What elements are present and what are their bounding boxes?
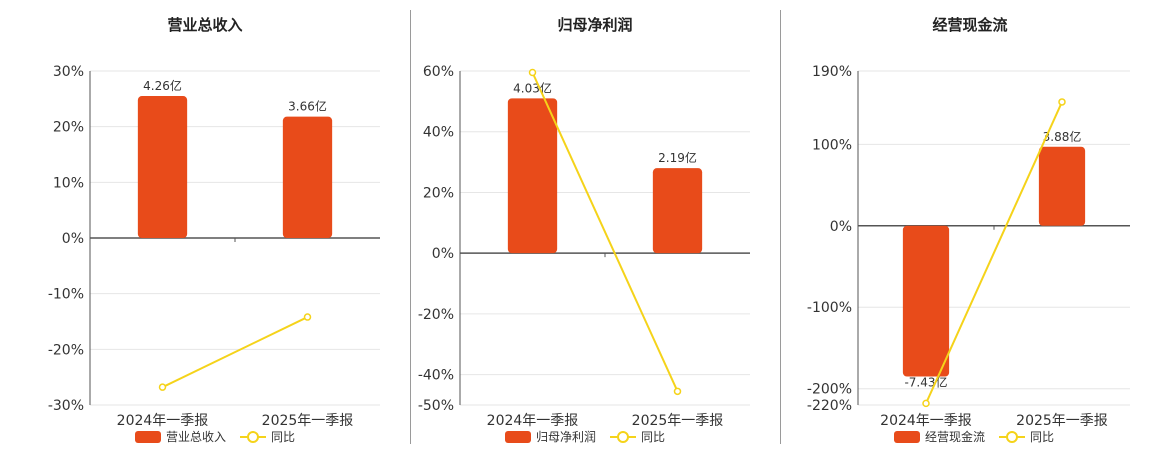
x-category-label: 2025年一季报 <box>632 413 724 429</box>
y-tick-label: 190% <box>812 64 852 80</box>
yoy-line <box>531 72 679 392</box>
y-tick-label: -100% <box>807 300 852 316</box>
y-tick-label: -20% <box>48 342 84 358</box>
legend-bar-label: 营业总收入 <box>166 430 226 444</box>
yoy-point <box>922 399 930 408</box>
y-tick-label: -30% <box>48 398 84 414</box>
bar <box>1038 146 1086 226</box>
legend-line-marker <box>1006 431 1018 443</box>
y-tick-label: 40% <box>423 125 454 141</box>
legend-bar-swatch <box>135 431 161 443</box>
bar-data-label: 3.88亿 <box>1043 129 1082 144</box>
chart-title: 归母净利润 <box>557 16 633 34</box>
yoy-point <box>303 313 312 321</box>
yoy-point <box>673 387 682 396</box>
bar <box>137 96 188 238</box>
x-category-label: 2024年一季报 <box>487 413 579 429</box>
yoy-line <box>925 101 1063 404</box>
legend-bar-label: 经营现金流 <box>925 429 985 444</box>
cash-flow-chart-svg: 190% 100% 0% -100% -200%-220% 2024年一季报 -7.43亿 2… <box>807 64 1130 444</box>
legend-line-label: 同比 <box>271 430 295 444</box>
legend-bar-label: 归母净利润 <box>536 430 596 444</box>
y-tick-label: -10% <box>48 287 84 303</box>
y-tick-label: -50% <box>418 398 454 414</box>
y-tick-label: -40% <box>418 368 454 384</box>
revenue-chart-svg: 30% 20% 10% 0% -10% -20% -30% 2024年一季报 4.26亿 2025… <box>48 64 380 444</box>
legend-line-label: 同比 <box>1030 430 1054 444</box>
bar-data-label: 2.19亿 <box>658 150 697 165</box>
bar-data-label: -7.43亿 <box>904 374 947 389</box>
y-tick-label: 0% <box>62 231 84 247</box>
y-tick-label: 10% <box>53 175 84 191</box>
x-category-label: 2025年一季报 <box>1016 413 1108 429</box>
net-profit-chart-panel: 归母净利润 60% 40% 20% 0% -20% -40% -50% 2024年一季报 4.0… <box>380 0 780 450</box>
bar-data-label: 4.26亿 <box>143 78 182 93</box>
x-category-label: 2024年一季报 <box>880 413 972 429</box>
y-tick-label: -20% <box>418 307 454 323</box>
bar <box>902 225 950 377</box>
y-tick-label: -200% <box>807 382 852 398</box>
bar <box>507 98 558 254</box>
legend-bar-swatch <box>505 431 531 443</box>
panel-divider <box>780 10 781 444</box>
y-tick-label: 60% <box>423 64 454 80</box>
legend-bar-swatch <box>894 431 920 443</box>
y-tick-label: 30% <box>53 64 84 80</box>
net-profit-chart-svg: 60% 40% 20% 0% -20% -40% -50% 2024年一季报 4.03亿 2025… <box>418 64 750 444</box>
x-category-label: 2024年一季报 <box>117 413 209 429</box>
chart-title: 经营现金流 <box>932 16 1008 34</box>
panel-divider <box>410 10 411 444</box>
revenue-chart-panel: 营业总收入 30% 20% 10% 0% -10% -20% -30% 2024年一季报 4.2… <box>0 0 410 450</box>
bar <box>652 168 703 254</box>
y-tick-label: 20% <box>53 120 84 136</box>
yoy-point <box>1058 98 1066 106</box>
bar <box>282 116 333 238</box>
legend-line-marker <box>617 431 629 443</box>
y-tick-label: 0% <box>432 246 454 262</box>
bar-data-label: 4.03亿 <box>513 80 552 95</box>
yoy-line <box>162 316 308 389</box>
yoy-point <box>528 68 537 77</box>
legend-line-marker <box>247 431 259 443</box>
cash-flow-chart-panel: 经营现金流 190% 100% 0% -100% -200% -220% 2024年一季报 -… <box>750 0 1160 450</box>
y-tick-label: 0% <box>830 219 852 235</box>
x-category-label: 2025年一季报 <box>262 413 354 429</box>
y-tick-label: 20% <box>423 185 454 201</box>
yoy-point <box>158 383 167 391</box>
y-tick-label: -220% <box>807 398 852 414</box>
chart-title: 营业总收入 <box>167 16 243 34</box>
legend-line-label: 同比 <box>641 430 665 444</box>
y-tick-label: 100% <box>812 137 852 153</box>
bar-data-label: 3.66亿 <box>288 99 327 114</box>
